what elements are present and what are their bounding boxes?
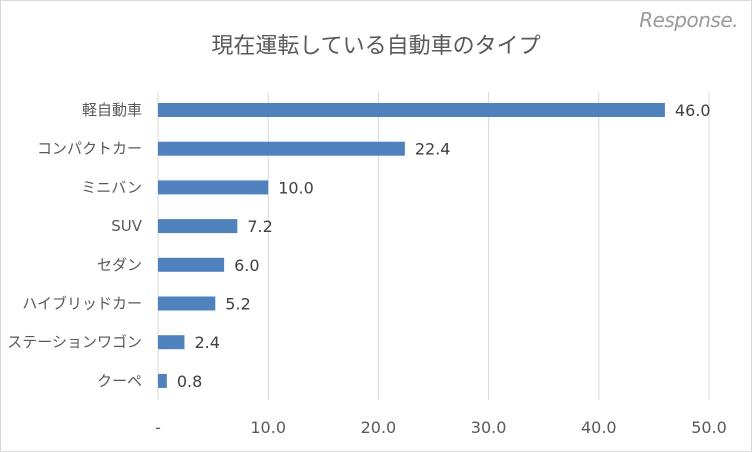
- data-label: 7.2: [247, 217, 272, 236]
- bar: [158, 180, 269, 195]
- data-label: 0.8: [177, 372, 202, 391]
- category-label: SUV: [111, 217, 143, 235]
- category-label: ミニバン: [81, 178, 142, 196]
- data-label: 22.4: [415, 140, 451, 159]
- x-tick-label: 20.0: [361, 418, 397, 437]
- category-label: 軽自動車: [82, 101, 142, 119]
- data-label: 6.0: [234, 256, 259, 275]
- bar: [158, 257, 225, 272]
- data-label: 46.0: [675, 101, 711, 120]
- category-label: コンパクトカー: [37, 140, 142, 158]
- bar: [158, 296, 216, 311]
- x-tick-label: 40.0: [581, 418, 617, 437]
- data-label: 10.0: [278, 178, 314, 197]
- x-tick-label: 50.0: [691, 418, 727, 437]
- category-label: ハイブリッドカー: [22, 295, 142, 313]
- response-watermark-logo: Response.: [639, 8, 738, 32]
- bar: [158, 373, 167, 388]
- category-label: ステーションワゴン: [7, 333, 142, 351]
- category-label: クーペ: [97, 372, 142, 390]
- bar: [158, 141, 405, 156]
- bar: [158, 335, 185, 350]
- x-tick-label: 10.0: [250, 418, 286, 437]
- bar: [158, 103, 665, 117]
- data-label: 5.2: [225, 295, 250, 314]
- chart-title: 現在運転している自動車のタイプ: [211, 34, 541, 59]
- category-label: セダン: [97, 256, 142, 274]
- x-tick-label: -: [155, 418, 161, 437]
- data-label: 2.4: [194, 333, 219, 352]
- bar: [158, 219, 238, 234]
- x-tick-label: 30.0: [471, 418, 507, 437]
